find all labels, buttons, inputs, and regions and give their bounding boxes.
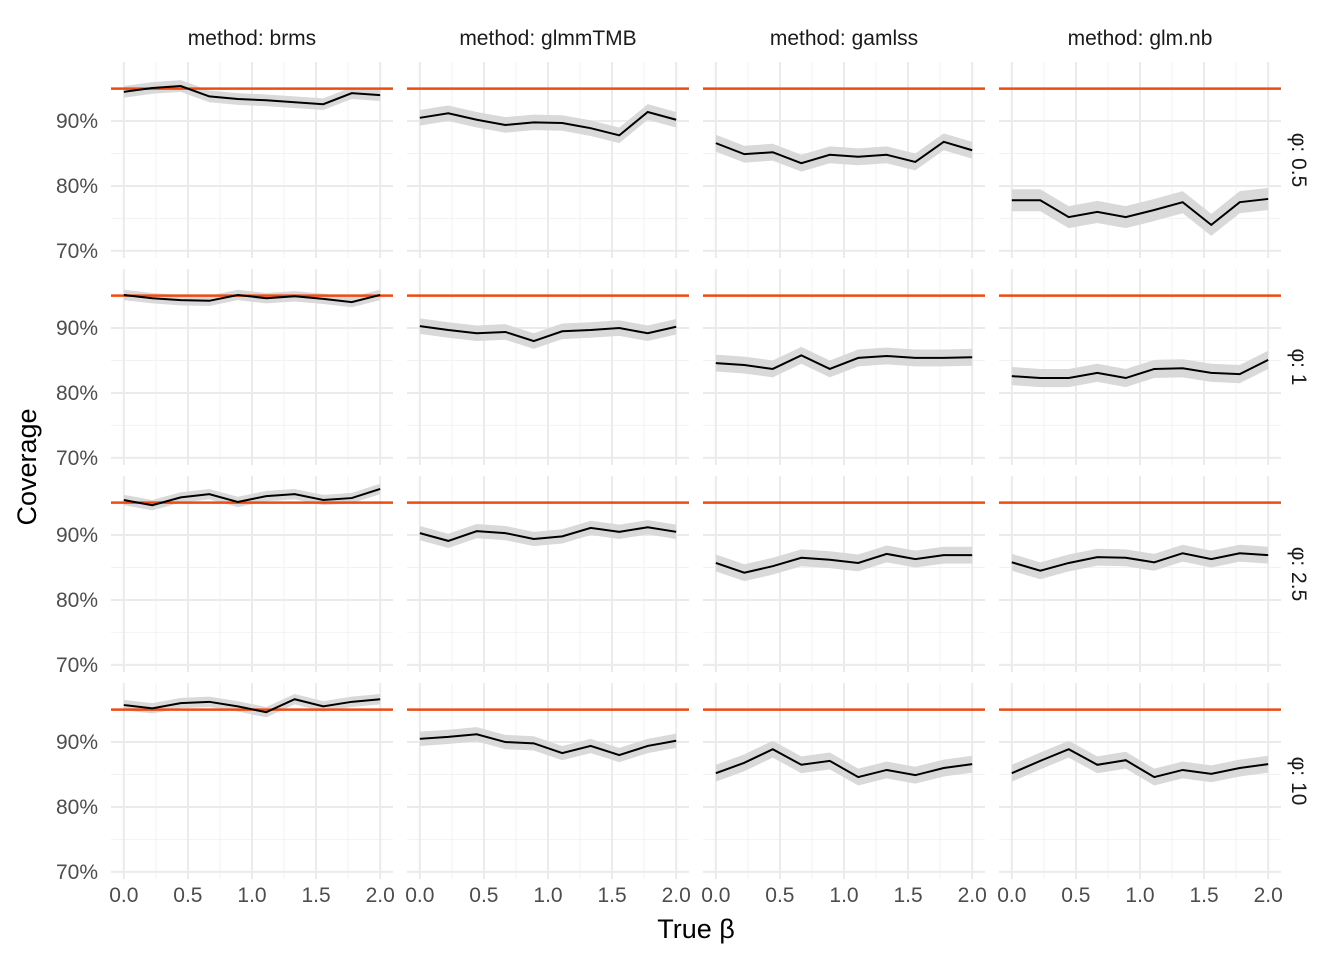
x-tick-label: 1.5 [893,884,922,907]
coverage-line [419,110,677,137]
row-strip: φ: 0.5 [1287,133,1310,187]
column-strip: method: gamlss [770,27,918,50]
y-axis-title: Coverage [12,408,42,525]
x-tick-label: 0.0 [109,884,138,907]
y-tick-label: 80% [56,382,98,405]
x-tick-label: 2.0 [662,884,691,907]
y-tick-label: 90% [56,731,98,754]
x-tick-label: 1.0 [1125,884,1154,907]
column-strip: method: glmmTMB [459,27,636,50]
coverage-line [123,698,381,714]
y-tick-label: 80% [56,589,98,612]
confidence-band [1011,187,1269,236]
coverage-line [715,354,973,371]
x-tick-label: 0.5 [173,884,202,907]
coverage-line [1011,552,1269,572]
y-tick-label: 90% [56,317,98,340]
x-tick-label: 2.0 [958,884,987,907]
x-tick-label: 0.0 [997,884,1026,907]
x-tick-label: 1.0 [237,884,266,907]
x-tick-label: 1.0 [829,884,858,907]
y-tick-label: 70% [56,447,98,470]
x-tick-label: 2.0 [1254,884,1283,907]
confidence-band [123,289,381,308]
row-strip: φ: 1 [1287,349,1310,386]
confidence-band [1011,544,1269,580]
coverage-line [419,526,677,542]
x-tick-label: 1.0 [533,884,562,907]
confidence-band [419,318,677,349]
confidence-band [715,545,973,582]
coverage-line [123,488,381,507]
coverage-line [1011,358,1269,380]
column-strip: method: glm.nb [1068,27,1213,50]
coverage-line [1011,748,1269,779]
x-tick-label: 1.5 [301,884,330,907]
confidence-band [1011,350,1269,388]
x-tick-label: 0.5 [469,884,498,907]
y-tick-label: 70% [56,240,98,263]
confidence-band [123,483,381,511]
x-tick-label: 0.5 [765,884,794,907]
column-strip: method: brms [188,27,316,50]
confidence-band [1011,740,1269,786]
coverage-line [715,552,973,574]
coverage-line [123,85,381,106]
coverage-line [123,293,381,304]
y-tick-label: 90% [56,524,98,547]
x-tick-label: 1.5 [597,884,626,907]
confidence-band [715,133,973,172]
coverage-line [1011,197,1269,227]
confidence-band [123,694,381,718]
y-tick-label: 70% [56,654,98,677]
x-tick-label: 0.5 [1061,884,1090,907]
x-axis-title: True β [657,914,735,944]
x-tick-label: 1.5 [1189,884,1218,907]
coverage-line [419,733,677,757]
row-strip: φ: 2.5 [1287,547,1310,601]
x-tick-label: 0.0 [405,884,434,907]
x-tick-label: 0.0 [701,884,730,907]
y-tick-label: 70% [56,861,98,884]
x-tick-label: 2.0 [366,884,395,907]
y-tick-label: 80% [56,175,98,198]
coverage-line [715,140,973,165]
confidence-band [715,346,973,378]
y-tick-label: 80% [56,796,98,819]
coverage-line [419,325,677,343]
row-strip: φ: 10 [1287,757,1310,806]
confidence-band [419,520,677,549]
y-tick-label: 90% [56,110,98,133]
coverage-line [715,748,973,779]
